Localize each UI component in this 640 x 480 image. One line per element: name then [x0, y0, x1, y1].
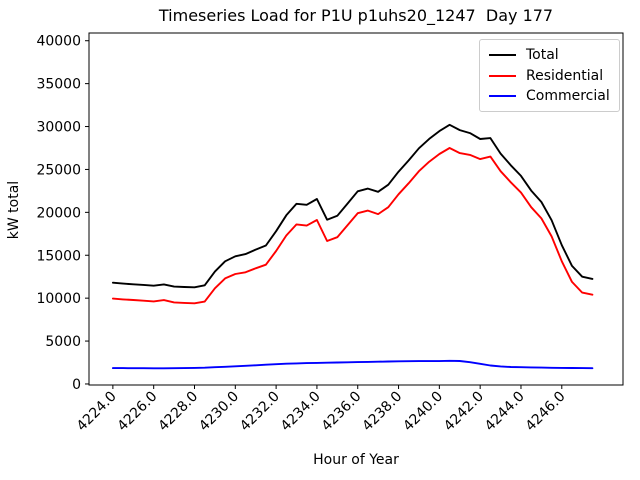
y-tick-label: 40000	[36, 34, 81, 50]
x-tick-label: 4238.0	[359, 389, 405, 435]
residential-line	[111, 147, 594, 305]
x-tick-label: 4240.0	[400, 389, 446, 435]
commercial-line	[111, 359, 594, 370]
x-tick-label: 4244.0	[482, 389, 528, 435]
y-axis-label: kW total	[6, 180, 22, 240]
legend-item-total: Total	[480, 48, 619, 62]
y-tick-label: 15000	[36, 248, 81, 264]
x-tick-label: 4226.0	[115, 389, 161, 435]
y-tick-label: 5000	[45, 334, 81, 350]
legend-label-commercial: Commercial	[526, 87, 610, 104]
legend-line-swatch-total-icon	[489, 54, 516, 57]
x-tick-label: 4230.0	[196, 389, 242, 435]
total-line	[111, 123, 594, 289]
chart-title: Timeseries Load for P1U p1uhs20_1247 Day…	[158, 6, 554, 25]
y-tick-label: 20000	[36, 205, 81, 221]
legend-item-commercial: Commercial	[480, 89, 619, 103]
legend-label-total: Total	[526, 47, 559, 64]
x-axis-label: Hour of Year	[313, 452, 399, 468]
y-tick-label: 10000	[36, 291, 81, 307]
y-tick-label: 25000	[36, 162, 81, 178]
legend-label-residential: Residential	[526, 67, 604, 84]
legend-line-swatch-commercial-icon	[489, 94, 516, 97]
y-tick-label: 0	[72, 377, 81, 393]
x-tick-label: 4228.0	[155, 389, 201, 435]
y-tick-label: 30000	[36, 120, 81, 136]
x-tick-label: 4232.0	[237, 389, 283, 435]
x-tick-label: 4236.0	[319, 389, 365, 435]
legend: Total Residential Commercial	[479, 39, 620, 112]
x-tick-label: 4246.0	[523, 389, 569, 435]
x-tick-label: 4224.0	[74, 389, 120, 435]
y-tick-label: 35000	[36, 77, 81, 93]
x-tick-label: 4234.0	[278, 389, 324, 435]
x-tick-label: 4242.0	[441, 389, 487, 435]
legend-line-swatch-residential-icon	[489, 74, 516, 77]
plot-border	[88, 32, 624, 386]
legend-item-residential: Residential	[480, 69, 619, 83]
